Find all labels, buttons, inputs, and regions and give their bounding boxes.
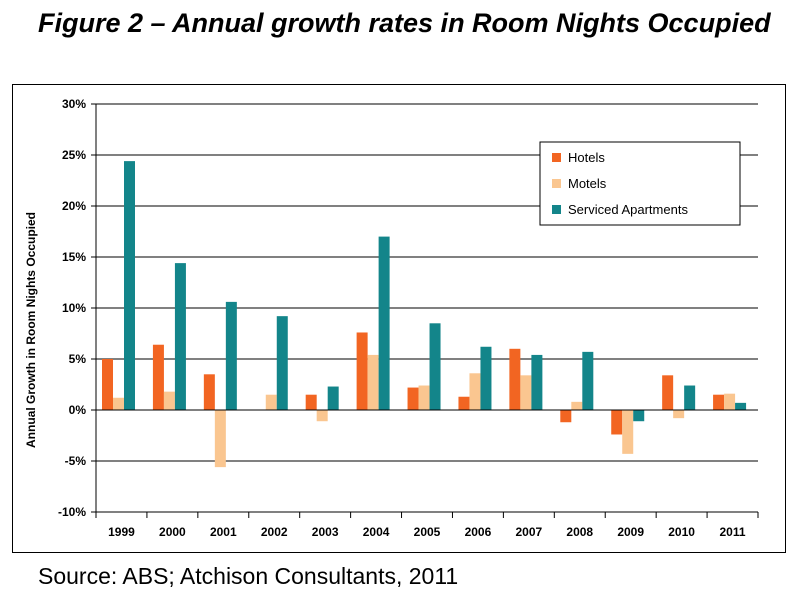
- bar-serviced-apartments-2005: [429, 323, 441, 410]
- bar-hotels-1999: [102, 359, 113, 410]
- bar-motels-2004: [367, 354, 379, 410]
- legend-box: [539, 141, 741, 226]
- bar-motels-2003: [316, 410, 328, 422]
- bar-serviced-apartments-2007: [531, 354, 543, 410]
- bar-hotels-2000: [152, 344, 164, 410]
- bars: [102, 161, 747, 468]
- bar-serviced-apartments-2006: [480, 346, 492, 410]
- bar-hotels-2006: [458, 396, 470, 410]
- bar-motels-2001: [214, 410, 226, 468]
- bar-chart: -10% -5% 0% 5% 10% 15% 20% 25% 30% 1999 2000 2001 2…: [24, 97, 759, 539]
- bar-hotels-2009: [611, 410, 623, 435]
- bar-serviced-apartments-2004: [378, 236, 390, 410]
- x-tick-labels: 1999 2000 2001 2002 2003 2004 2005 2006 2007 2008…: [108, 525, 746, 539]
- x-tick-label: 2001: [210, 525, 237, 539]
- y-tick-label: 20%: [62, 199, 86, 213]
- legend-label-hotels: Hotels: [568, 150, 605, 165]
- y-tick-label: 5%: [69, 352, 87, 366]
- y-axis-label: Annual Growth in Room Nights Occupied: [24, 212, 38, 448]
- y-tick-label: 0%: [69, 403, 87, 417]
- bar-motels-2009: [622, 410, 634, 454]
- bar-motels-2010: [673, 410, 685, 419]
- x-tick-label: 2000: [159, 525, 186, 539]
- bar-serviced-apartments-2010: [684, 385, 696, 410]
- bar-hotels-2007: [509, 348, 521, 410]
- x-tick-label: 2008: [566, 525, 593, 539]
- bar-serviced-apartments-2003: [327, 386, 339, 410]
- bar-hotels-2011: [713, 394, 725, 410]
- axes: [91, 103, 759, 518]
- bar-hotels-2010: [662, 375, 674, 410]
- bar-serviced-apartments-2002: [276, 316, 288, 410]
- y-tick-labels: -10% -5% 0% 5% 10% 15% 20% 25% 30%: [58, 97, 86, 519]
- bar-motels-2006: [469, 373, 481, 410]
- legend: Hotels Motels Serviced Apartments: [539, 141, 741, 226]
- y-tick-label: -10%: [58, 505, 86, 519]
- x-tick-label: 2011: [720, 525, 746, 539]
- source-note: Source: ABS; Atchison Consultants, 2011: [38, 563, 459, 589]
- bar-hotels-2004: [356, 332, 368, 410]
- bar-serviced-apartments-2009: [633, 410, 645, 422]
- x-tick-label: 2002: [261, 525, 288, 539]
- bar-motels-2002: [265, 394, 277, 410]
- legend-label-serviced-apartments: Serviced Apartments: [568, 202, 688, 217]
- bar-motels-2008: [571, 401, 583, 410]
- x-tick-label: 1999: [108, 525, 135, 539]
- legend-swatch-motels: [552, 179, 561, 188]
- bar-motels-2000: [163, 391, 175, 410]
- chart-container: -10% -5% 0% 5% 10% 15% 20% 25% 30% 1999 2000 2001 2…: [12, 84, 786, 553]
- x-tick-label: 2003: [312, 525, 339, 539]
- bar-motels-2005: [418, 385, 430, 410]
- bar-serviced-apartments-2001: [225, 301, 237, 410]
- y-tick-label: 25%: [62, 148, 86, 162]
- bar-hotels-2005: [407, 387, 419, 410]
- bar-serviced-apartments-2011: [735, 402, 747, 410]
- bar-motels-2011: [724, 393, 736, 410]
- y-tick-label: 30%: [62, 97, 86, 111]
- legend-swatch-hotels: [552, 153, 561, 162]
- x-tick-label: 2005: [414, 525, 441, 539]
- x-tick-label: 2006: [465, 525, 492, 539]
- y-tick-label: -5%: [65, 454, 87, 468]
- bar-hotels-2001: [203, 374, 215, 410]
- x-tick-label: 2004: [363, 525, 390, 539]
- bar-hotels-2008: [560, 410, 572, 423]
- legend-swatch-serviced-apartments: [552, 205, 561, 214]
- x-tick-label: 2007: [515, 525, 542, 539]
- bar-serviced-apartments-2008: [582, 351, 594, 410]
- bar-motels-1999: [113, 397, 124, 410]
- bar-motels-2007: [520, 375, 532, 410]
- y-tick-label: 10%: [62, 301, 86, 315]
- gridlines: [96, 103, 758, 513]
- x-tick-label: 2009: [617, 525, 644, 539]
- bar-serviced-apartments-1999: [124, 161, 135, 410]
- y-tick-label: 15%: [62, 250, 86, 264]
- figure-title: Figure 2 – Annual growth rates in Room N…: [38, 8, 771, 38]
- bar-hotels-2003: [305, 394, 317, 410]
- x-tick-label: 2010: [668, 525, 695, 539]
- legend-label-motels: Motels: [568, 176, 607, 191]
- bar-serviced-apartments-2000: [174, 263, 186, 410]
